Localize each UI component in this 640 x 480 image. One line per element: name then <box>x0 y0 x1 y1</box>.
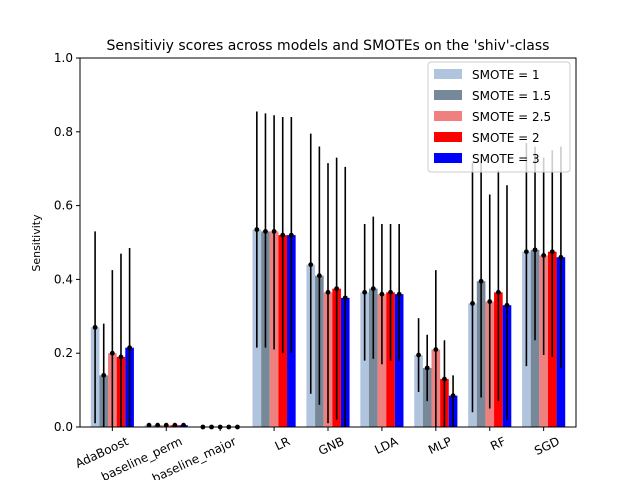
legend-label: SMOTE = 3 <box>472 152 540 166</box>
data-point-marker <box>388 289 393 295</box>
data-point-marker <box>155 422 161 428</box>
data-point-marker <box>442 376 447 382</box>
data-point-marker <box>541 253 547 258</box>
legend-label: SMOTE = 1 <box>472 68 540 82</box>
data-point-marker <box>334 286 340 292</box>
x-tick-label: LR <box>273 434 293 453</box>
data-point-marker <box>549 249 555 255</box>
data-point-marker <box>524 249 529 255</box>
data-point-marker <box>101 372 107 378</box>
data-point-marker <box>118 354 124 360</box>
y-tick-label: 0.2 <box>54 346 73 360</box>
data-point-marker <box>379 291 385 297</box>
y-tick-label: 0.8 <box>54 125 73 139</box>
data-point-marker <box>254 227 260 232</box>
data-point-marker <box>288 232 294 238</box>
data-point-marker <box>362 289 368 295</box>
data-point-marker <box>433 347 439 352</box>
legend-label: SMOTE = 2 <box>472 131 540 145</box>
x-tick-label: SGD <box>532 434 562 458</box>
y-tick-label: 0.4 <box>54 272 73 286</box>
data-point-marker <box>163 422 169 428</box>
data-point-marker <box>470 300 475 306</box>
legend-label: SMOTE = 2.5 <box>472 110 551 124</box>
legend-label: SMOTE = 1.5 <box>472 89 551 103</box>
data-point-marker <box>280 232 286 238</box>
y-tick-label: 0.6 <box>54 199 73 213</box>
data-point-marker <box>424 365 430 371</box>
data-point-marker <box>342 295 348 301</box>
data-point-marker <box>487 299 493 304</box>
data-point-marker <box>92 324 98 330</box>
data-point-marker <box>172 422 178 428</box>
y-tick-label: 0.0 <box>54 420 73 434</box>
data-point-marker <box>416 352 421 358</box>
x-tick-label: MLP <box>426 434 454 457</box>
data-point-marker <box>181 422 186 428</box>
data-point-marker <box>450 393 456 399</box>
x-tick-label: GNB <box>316 434 346 458</box>
legend-swatch <box>434 153 462 163</box>
data-point-marker <box>495 289 501 295</box>
data-point-marker <box>109 350 115 356</box>
legend-swatch <box>434 132 462 142</box>
data-point-marker <box>396 291 402 297</box>
x-tick-label: LDA <box>372 434 400 457</box>
data-point-marker <box>532 247 538 253</box>
data-point-marker <box>478 278 484 284</box>
data-point-marker <box>325 289 331 295</box>
bar <box>394 294 404 427</box>
data-point-marker <box>263 229 268 234</box>
legend-swatch <box>434 111 462 121</box>
x-tick-label: RF <box>488 434 508 453</box>
data-point-marker <box>558 254 564 260</box>
legend: SMOTE = 1 SMOTE = 1.5 SMOTE = 2.5 SMOTE = 2… <box>427 61 571 173</box>
data-point-marker <box>271 229 277 234</box>
data-point-marker <box>316 273 322 279</box>
y-tick-label: 1.0 <box>54 51 73 65</box>
data-point-marker <box>127 345 132 351</box>
legend-box <box>427 61 571 173</box>
data-point-marker <box>370 286 376 292</box>
legend-swatch <box>434 90 462 100</box>
y-axis-label: Sensitivity <box>30 214 43 272</box>
data-point-marker <box>308 262 314 268</box>
plot-area <box>90 111 566 430</box>
chart-title: Sensitiviy scores across models and SMOT… <box>107 38 550 54</box>
data-point-marker <box>146 422 152 428</box>
data-point-marker <box>504 302 510 308</box>
legend-swatch <box>434 69 462 79</box>
